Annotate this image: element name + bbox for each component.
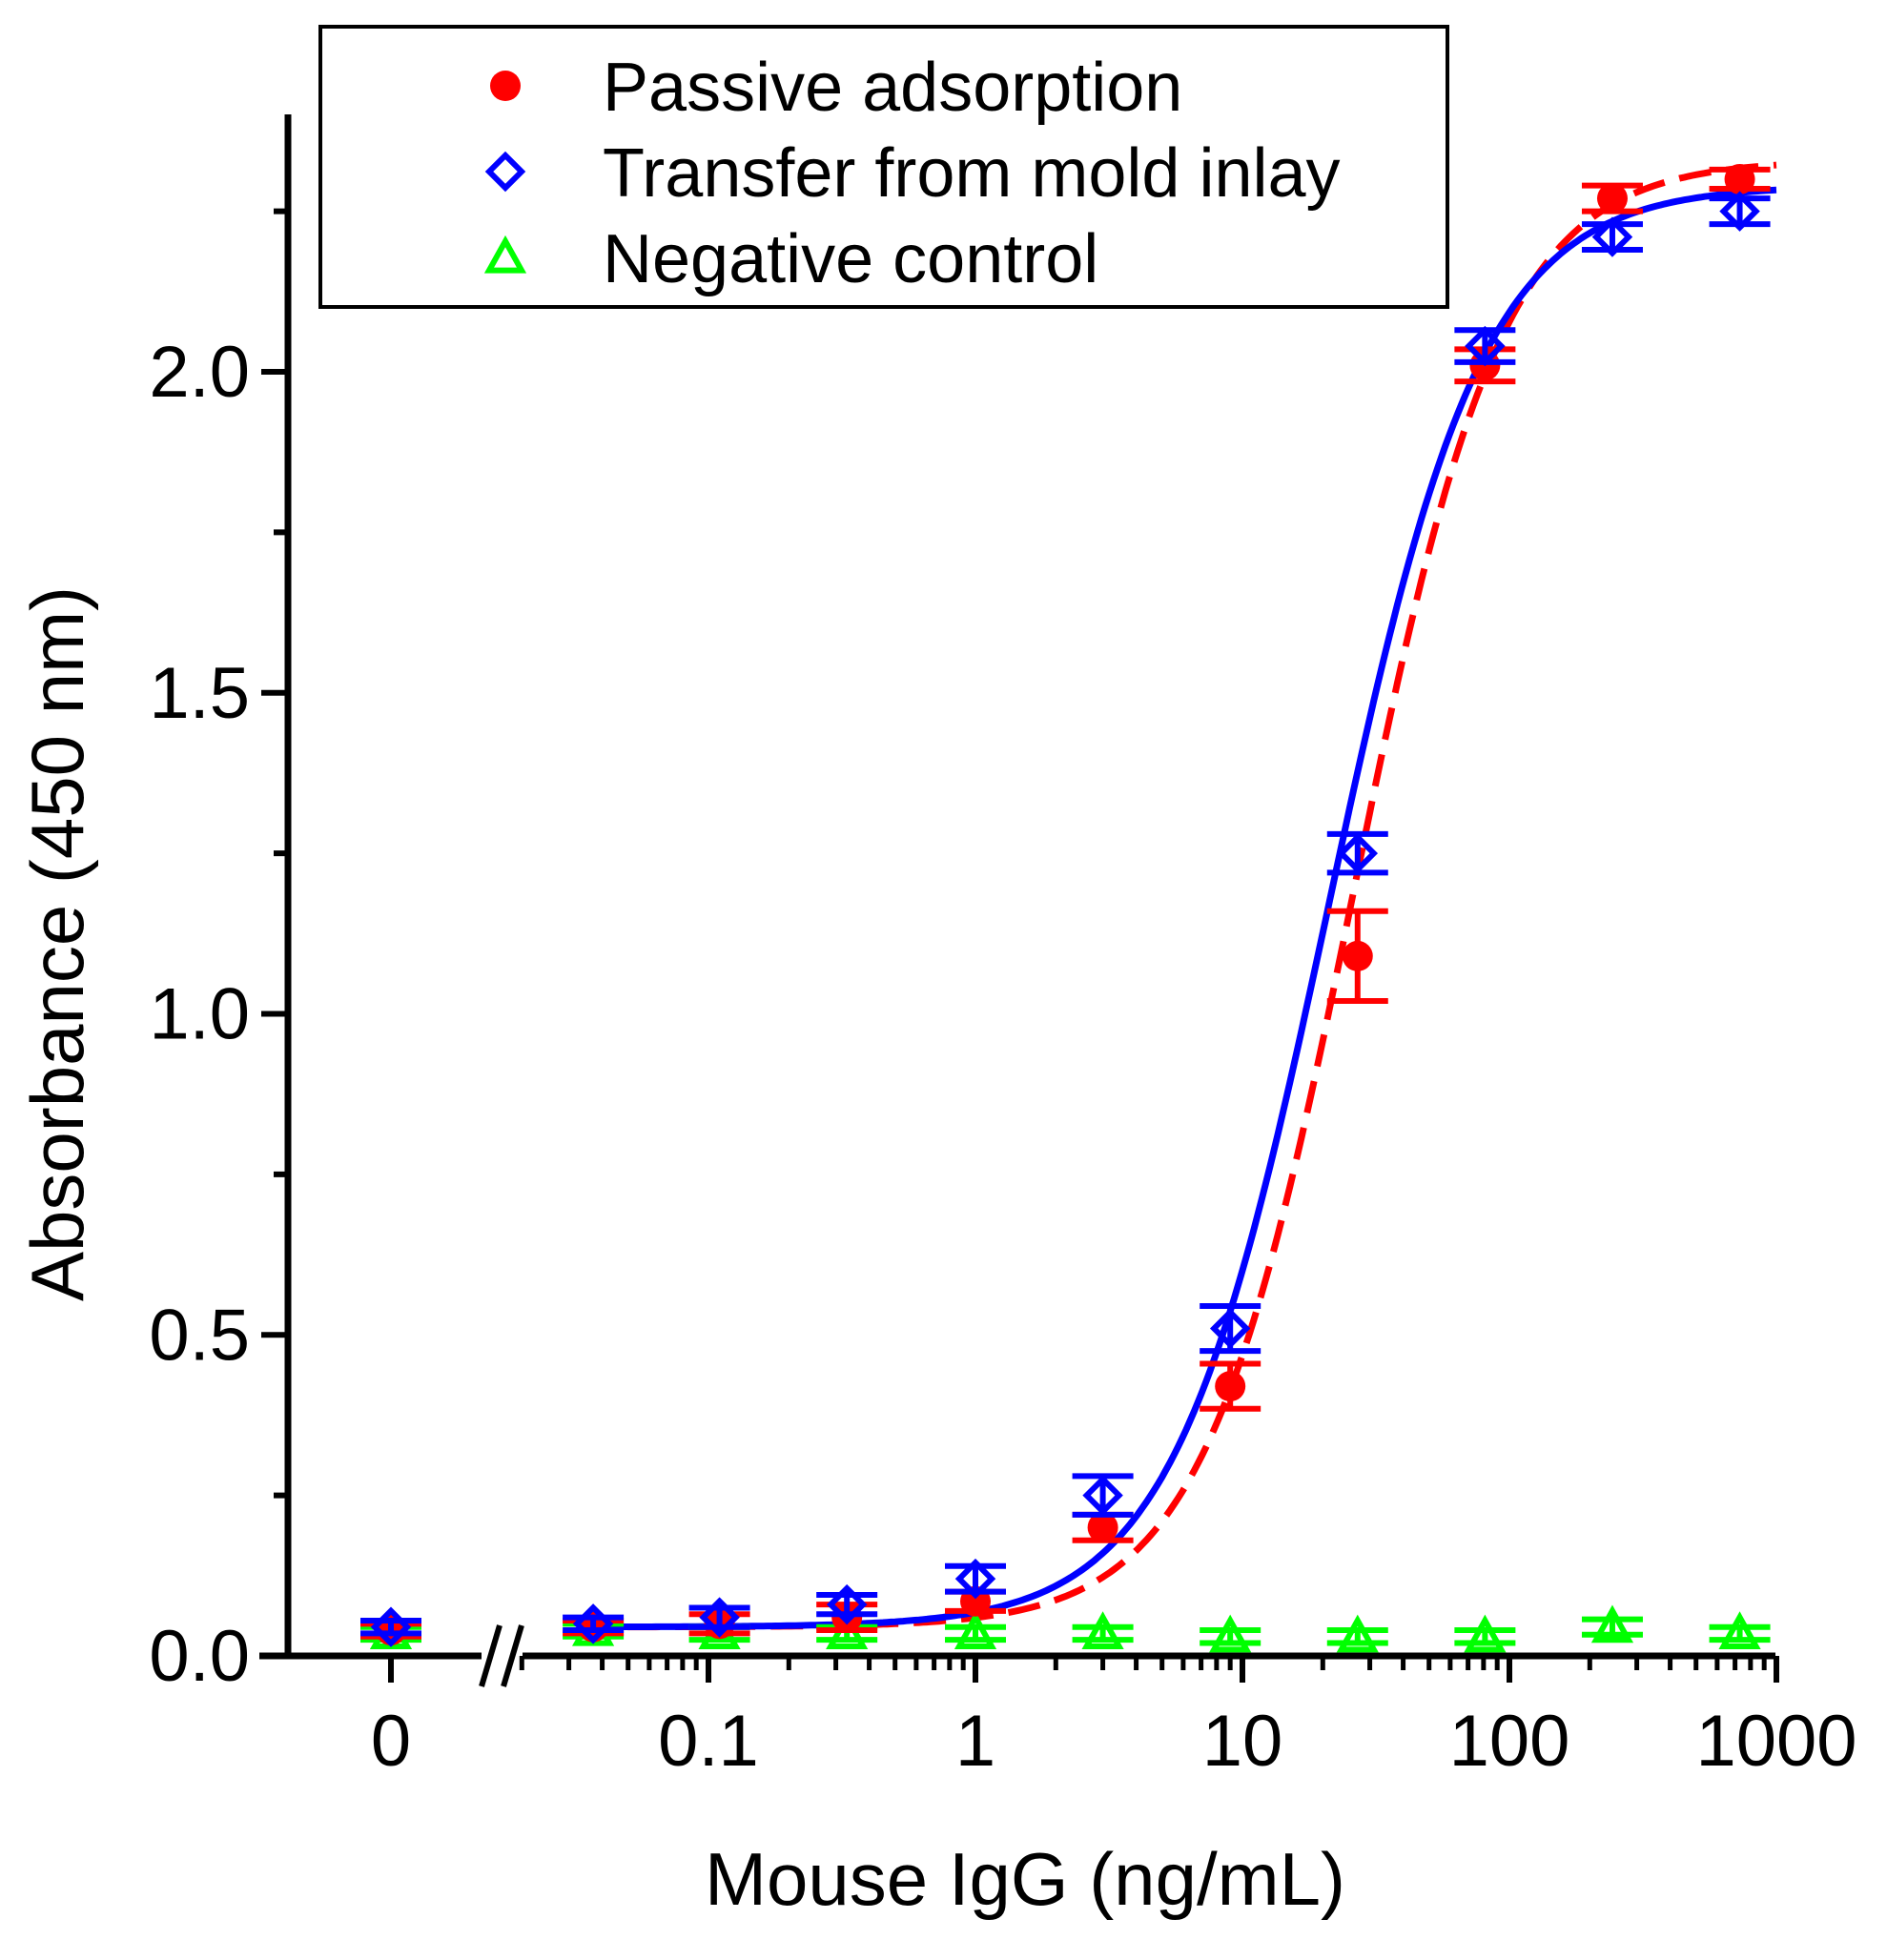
data-point-passive-adsorption <box>1087 1512 1118 1543</box>
data-point-transfer-from-mold-inlay <box>370 1606 412 1647</box>
data-point-negative-control <box>1209 1614 1252 1653</box>
data-point-passive-adsorption <box>1342 940 1373 971</box>
data-point-transfer-from-mold-inlay <box>1082 1475 1123 1516</box>
data-point-transfer-from-mold-inlay <box>572 1603 614 1644</box>
legend-label-passive-adsorption: Passive adsorption <box>603 50 1182 126</box>
data-point-transfer-from-mold-inlay <box>1719 191 1760 232</box>
data-point-transfer-from-mold-inlay <box>954 1558 996 1600</box>
data-point-transfer-from-mold-inlay <box>826 1583 868 1625</box>
y-tick-label: 1.5 <box>149 653 250 734</box>
x-tick-label: 0.1 <box>658 1701 759 1782</box>
data-point-transfer-from-mold-inlay <box>699 1597 740 1638</box>
legend-marker-passive-adsorption <box>490 71 521 101</box>
data-point-negative-control <box>954 1611 997 1650</box>
y-tick-label: 0.5 <box>149 1295 250 1376</box>
axis-break-mark <box>501 1624 524 1687</box>
legend-marker-transfer-from-mold-inlay <box>484 151 526 193</box>
data-point-transfer-from-mold-inlay <box>1591 216 1633 257</box>
fit-curve-transfer-from-mold-inlay <box>580 186 1777 1631</box>
fit-lines-layer <box>580 161 1777 1631</box>
data-point-negative-control <box>1590 1604 1634 1644</box>
data-point-transfer-from-mold-inlay <box>1209 1308 1251 1349</box>
axes-layer: 0.0 0.5 1.0 1.5 2.0 0 0.1 1 10 100 1000 <box>149 114 1857 1782</box>
x-tick-label: 1000 <box>1695 1701 1856 1782</box>
legend-label-negative-control: Negative control <box>603 221 1098 297</box>
data-point-negative-control <box>1718 1611 1761 1650</box>
y-tick-label: 1.0 <box>149 974 250 1055</box>
fit-curve-passive-adsorption <box>580 161 1777 1631</box>
data-point-negative-control <box>1336 1614 1379 1653</box>
y-tick-label: 2.0 <box>149 332 250 413</box>
x-tick-label: 100 <box>1449 1701 1570 1782</box>
data-point-transfer-from-mold-inlay <box>1337 832 1379 874</box>
data-point-negative-control <box>1081 1611 1124 1650</box>
legend-label-transfer-from-mold-inlay: Transfer from mold inlay <box>603 135 1341 212</box>
data-layer <box>360 163 1771 1653</box>
data-point-passive-adsorption <box>1596 183 1628 214</box>
y-tick-label: 0.0 <box>149 1616 250 1697</box>
data-point-negative-control <box>1464 1614 1507 1653</box>
axis-break-mark <box>479 1624 503 1687</box>
x-tick-label: 10 <box>1202 1701 1283 1782</box>
data-point-passive-adsorption <box>1215 1371 1246 1402</box>
y-axis-title: Absorbance (450 nm) <box>15 586 99 1301</box>
x-axis-title: Mouse IgG (ng/mL) <box>705 1837 1345 1921</box>
data-point-passive-adsorption <box>1724 163 1755 194</box>
data-point-transfer-from-mold-inlay <box>1465 325 1506 367</box>
legend: Passive adsorption Transfer from mold inl… <box>318 25 1449 309</box>
x-tick-label: 0 <box>371 1701 411 1782</box>
x-tick-label: 1 <box>955 1701 995 1782</box>
legend-marker-negative-control <box>483 235 527 274</box>
